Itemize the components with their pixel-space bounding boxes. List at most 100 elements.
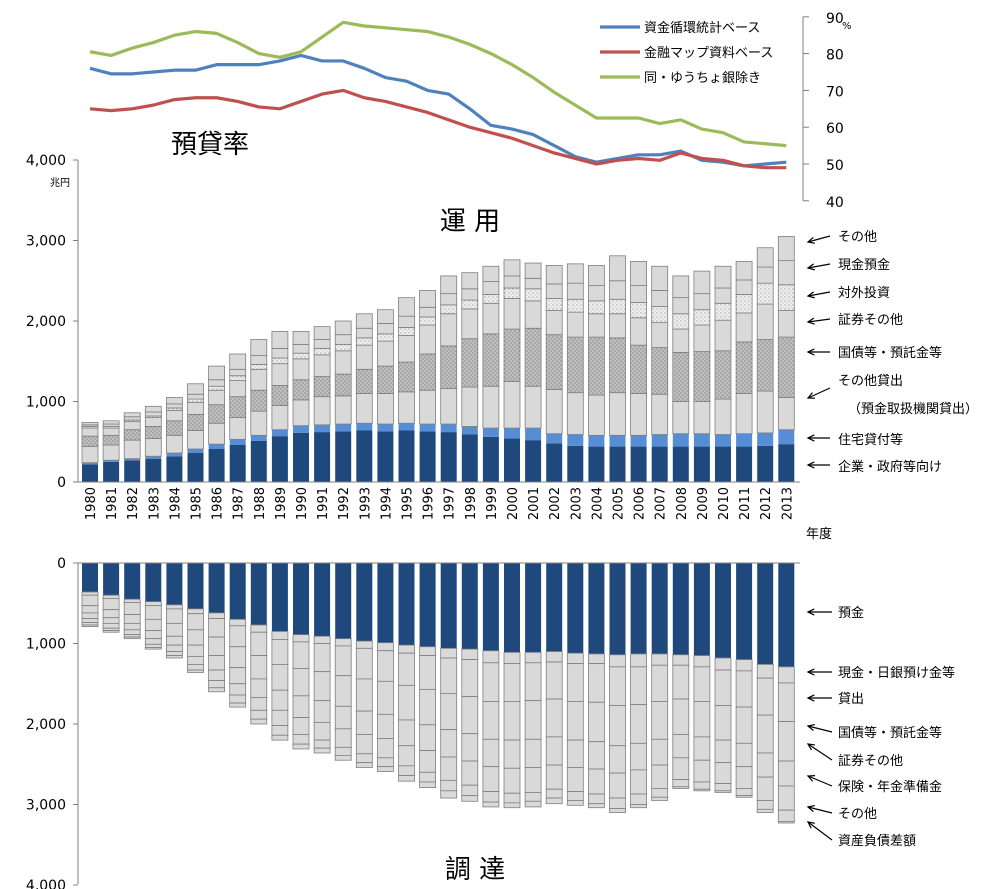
- uses-bar-1988-seg3: [250, 389, 268, 412]
- sources-bar-2006-seg4: [630, 742, 647, 771]
- uses-bar-1996-seg4: [419, 324, 437, 355]
- uses-bar-2008-seg3: [672, 351, 690, 402]
- uses-bar-1999-seg6: [482, 281, 500, 295]
- sources-bar-1990-seg6: [292, 734, 310, 745]
- uses-x-tick-label: 1984: [168, 487, 183, 520]
- sources-bar-1983-seg3: [144, 618, 162, 632]
- uses-bar-2009-seg4: [693, 324, 711, 352]
- sources-bar-1995-seg3: [398, 684, 415, 721]
- sources-bar-2001-seg6: [524, 792, 542, 802]
- sources-bar-1997-seg7: [440, 790, 458, 799]
- sources-bar-1982-seg2: [123, 602, 141, 615]
- ratio-y-tick-label: 40: [826, 195, 844, 211]
- sources-series-label: 保険・年金準備金: [838, 779, 942, 795]
- sources-bar-2001-seg4: [524, 738, 542, 768]
- uses-bar-2000-seg5: [503, 287, 521, 299]
- sources-bar-2000-seg6: [503, 792, 521, 804]
- sources-bar-2007-seg7: [651, 796, 669, 801]
- sources-bar-1981-seg7: [102, 630, 120, 633]
- sources-bar-2007-seg2: [651, 664, 669, 702]
- uses-bar-2000-seg1: [504, 428, 520, 439]
- uses-bar-1990-seg2: [292, 399, 310, 427]
- sources-bar-1980-seg5: [81, 618, 99, 623]
- uses-bar-1985-seg6: [187, 393, 204, 400]
- uses-x-tick-label: 1991: [316, 487, 331, 520]
- uses-bar-1997-seg3: [440, 345, 458, 390]
- sources-bar-1985-seg7: [187, 669, 204, 673]
- uses-bar-1993-seg0: [356, 430, 373, 482]
- annotation-arrow: [806, 694, 832, 702]
- sources-bar-1987-seg0: [229, 563, 246, 620]
- uses-bar-2006-seg3: [630, 344, 647, 394]
- uses-bar-2005-seg5: [609, 298, 626, 315]
- uses-bar-2005-seg7: [609, 255, 626, 282]
- uses-bar-1996-seg7: [419, 290, 437, 308]
- uses-series-label: （預金取扱機関貸出）: [848, 401, 978, 417]
- uses-bar-2001-seg1: [525, 428, 542, 441]
- sources-bar-1994-seg7: [376, 766, 394, 772]
- uses-bar-1998-seg5: [461, 299, 479, 310]
- uses-bar-1994-seg1: [377, 424, 394, 432]
- sources-bar-2012-seg0: [757, 563, 774, 665]
- uses-x-tick-label: 1982: [126, 487, 141, 520]
- sources-bar-1996-seg2: [419, 655, 437, 690]
- sources-series-label: 証券その他: [838, 753, 903, 769]
- sources-bar-1994-seg5: [376, 738, 394, 759]
- sources-bar-1993-seg7: [355, 762, 373, 768]
- sources-bar-1986-seg5: [208, 669, 226, 681]
- sources-bar-2007-seg1: [651, 653, 669, 666]
- uses-bar-1984-seg6: [165, 403, 183, 409]
- uses-x-tick-label: 1998: [464, 487, 479, 520]
- sources-bar-2013-seg2: [777, 682, 795, 722]
- sources-bar-2004-seg3: [588, 701, 605, 743]
- uses-bar-1987-seg6: [229, 368, 247, 377]
- uses-bar-1984-seg3: [165, 420, 183, 436]
- uses-bar-2006-seg1: [630, 435, 647, 447]
- sources-bar-1996-seg5: [419, 750, 437, 773]
- uses-bar-1993-seg3: [355, 368, 373, 394]
- uses-y-tick-label: 2,000: [26, 314, 66, 330]
- uses-bar-1993-seg2: [355, 393, 373, 424]
- uses-bar-1988-seg6: [250, 355, 268, 365]
- uses-bar-2013-seg2: [777, 397, 795, 431]
- uses-bar-2002-seg2: [545, 389, 563, 435]
- uses-x-tick-label: 2011: [738, 487, 753, 520]
- sources-bar-1998-seg6: [461, 784, 479, 797]
- annotation-arrow: [806, 317, 831, 325]
- uses-x-tick-label: 2006: [633, 487, 648, 520]
- sources-bar-1990-seg0: [293, 563, 309, 635]
- uses-bar-2005-seg3: [609, 337, 626, 394]
- sources-bar-1983-seg0: [145, 563, 162, 602]
- sources-bar-1982-seg0: [124, 563, 141, 600]
- sources-bar-2005-seg2: [609, 666, 626, 706]
- sources-bar-2004-seg0: [588, 563, 605, 654]
- sources-bar-1995-seg7: [398, 775, 415, 782]
- sources-bar-2013-seg5: [777, 785, 795, 811]
- uses-bar-1995-seg1: [398, 423, 415, 431]
- uses-x-tick-label: 1988: [253, 487, 268, 520]
- uses-bar-1981-seg1: [103, 460, 120, 462]
- sources-bar-1982-seg7: [123, 636, 141, 640]
- uses-bar-2011-seg2: [735, 393, 753, 435]
- sources-bar-1984-seg2: [165, 608, 183, 624]
- uses-bar-2009-seg5: [693, 309, 711, 326]
- uses-bar-2008-seg0: [672, 446, 689, 482]
- sources-bar-2004-seg6: [588, 793, 605, 805]
- sources-bar-2007-seg3: [651, 701, 669, 740]
- uses-bar-1994-seg4: [376, 340, 394, 367]
- uses-series-label: 証券その他: [838, 312, 903, 328]
- sources-bar-2001-seg3: [524, 700, 542, 740]
- sources-bar-2011-seg0: [736, 563, 753, 660]
- uses-bar-2004-seg2: [588, 394, 605, 436]
- uses-x-tick-label: 1986: [211, 487, 226, 520]
- annotation-arrow: [806, 387, 831, 399]
- sources-bar-2011-seg7: [735, 795, 753, 798]
- sources-bar-1993-seg5: [355, 734, 373, 755]
- uses-bar-2008-seg5: [672, 313, 690, 330]
- uses-x-tick-label: 1992: [337, 487, 352, 520]
- sources-bar-2002-seg0: [546, 563, 563, 652]
- sources-bar-2000-seg2: [503, 663, 521, 702]
- sources-bar-2007-seg6: [651, 788, 669, 798]
